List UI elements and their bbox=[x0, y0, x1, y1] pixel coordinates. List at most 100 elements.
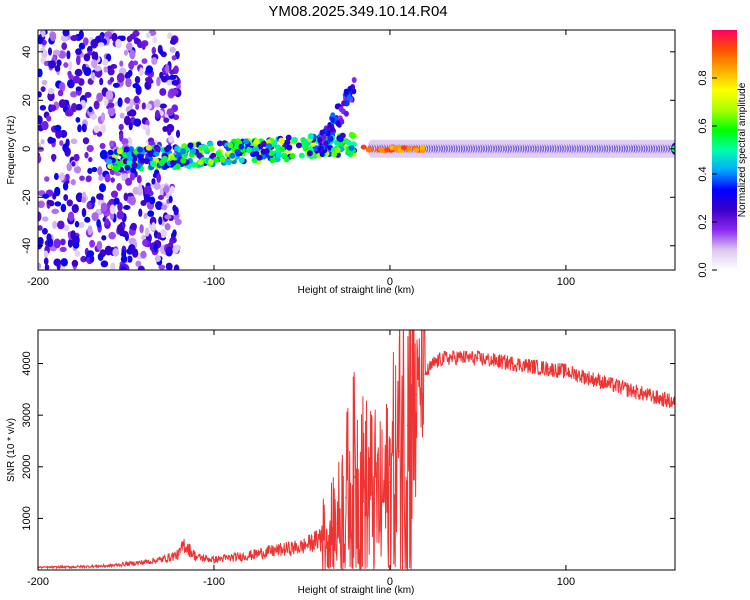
heatmap-cell bbox=[190, 148, 197, 155]
heatmap-cell bbox=[289, 153, 296, 159]
heatmap-cell bbox=[143, 193, 151, 203]
heatmap-cell bbox=[60, 238, 66, 246]
heatmap-cell bbox=[78, 30, 84, 40]
heatmap-cell bbox=[253, 138, 260, 145]
heatmap-cell bbox=[112, 248, 120, 257]
figure-title: YM08.2025.349.10.14.R04 bbox=[268, 3, 447, 20]
heatmap-cell bbox=[173, 264, 180, 270]
heatmap-cell bbox=[104, 173, 111, 183]
heatmap-cell bbox=[168, 195, 173, 203]
heatmap-cell bbox=[129, 33, 136, 40]
heatmap-cell bbox=[78, 222, 85, 229]
heatmap-cell bbox=[39, 104, 47, 111]
snr-point bbox=[183, 543, 185, 545]
heatmap-cell bbox=[88, 157, 93, 163]
heatmap-cell bbox=[275, 152, 282, 159]
heatmap-cell bbox=[172, 204, 177, 212]
heatmap-cell bbox=[159, 88, 167, 96]
heatmap-cell bbox=[81, 123, 87, 133]
heatmap-cell bbox=[70, 102, 78, 113]
heatmap-cell bbox=[347, 85, 353, 92]
heatmap-cell bbox=[145, 32, 151, 39]
heatmap-cell bbox=[384, 147, 391, 153]
heatmap-cell bbox=[49, 31, 57, 42]
colorbar: 0.0 0.2 0.4 0.6 0.8 Normalized spectral ampl… bbox=[697, 30, 748, 278]
heatmap-cell bbox=[180, 157, 187, 164]
heatmap-cell bbox=[153, 100, 161, 108]
heatmap-cell bbox=[169, 155, 176, 162]
heatmap-cell bbox=[168, 74, 177, 80]
heatmap-cell bbox=[317, 146, 323, 153]
heatmap-cell bbox=[238, 143, 245, 150]
heatmap-cell bbox=[44, 264, 50, 270]
heatmap-cell bbox=[46, 199, 54, 206]
heatmap-cell bbox=[151, 221, 156, 231]
heatmap-cell bbox=[161, 155, 168, 162]
heatmap-cell bbox=[128, 244, 136, 253]
heatmap-cell bbox=[119, 60, 124, 67]
snr-y-tick-label: 4000 bbox=[21, 351, 33, 375]
snr-x-tick-label: 100 bbox=[557, 576, 575, 588]
heatmap-cell bbox=[126, 110, 134, 117]
heatmap-cell bbox=[147, 78, 154, 85]
heatmap-cell bbox=[103, 66, 108, 73]
heatmap-cell bbox=[201, 144, 208, 151]
heatmap-cell bbox=[161, 204, 168, 211]
snr-point bbox=[160, 558, 162, 561]
heatmap-cell bbox=[67, 70, 72, 77]
heatmap-cell bbox=[319, 129, 325, 136]
heatmap-cell bbox=[345, 139, 352, 146]
heatmap-cell bbox=[81, 196, 87, 203]
heatmap-cell bbox=[159, 229, 167, 239]
snr-panel: -200 -100 0 100 1000 2000 3000 4000 Height of … bbox=[6, 329, 676, 596]
heatmap-cell bbox=[59, 172, 65, 181]
heatmap-cell bbox=[86, 202, 93, 210]
heatmap-cell bbox=[142, 239, 149, 247]
heatmap-cell bbox=[167, 127, 172, 136]
snr-point bbox=[406, 424, 409, 427]
heatmap-cell bbox=[96, 92, 104, 103]
heatmap-cell bbox=[137, 146, 144, 153]
heatmap-cell bbox=[141, 124, 149, 130]
heatmap-cell bbox=[75, 117, 81, 123]
heatmap-cell bbox=[330, 117, 336, 123]
heatmap-cell bbox=[413, 147, 420, 153]
heatmap-cell bbox=[62, 143, 69, 153]
heatmap-cell bbox=[43, 257, 49, 266]
snr-point bbox=[547, 367, 550, 370]
heatmap-cell bbox=[110, 63, 118, 70]
heatmap-cell bbox=[125, 42, 133, 51]
heatmap-cell bbox=[53, 172, 59, 181]
heatmap-cell bbox=[109, 140, 114, 148]
heatmap-cell bbox=[196, 152, 203, 159]
heatmap-cell bbox=[159, 71, 164, 79]
snr-point bbox=[617, 386, 620, 388]
heatmap-cell bbox=[243, 138, 250, 145]
heatmap-cell bbox=[104, 245, 113, 256]
heatmap-cell bbox=[104, 218, 110, 227]
snr-point bbox=[433, 362, 435, 365]
heatmap-cell bbox=[155, 200, 163, 211]
heatmap-cell bbox=[169, 46, 176, 53]
snr-point bbox=[397, 450, 400, 453]
heatmap-cell bbox=[143, 158, 150, 165]
heatmap-cell bbox=[323, 140, 329, 147]
colorbar-tick-label: 0.8 bbox=[697, 70, 709, 85]
heatmap-cell bbox=[136, 174, 142, 184]
heatmap-cell bbox=[107, 68, 115, 76]
heatmap-cell bbox=[207, 158, 214, 165]
heatmap-cell bbox=[213, 156, 219, 163]
snr-point bbox=[653, 396, 655, 398]
heatmap-cell bbox=[38, 68, 43, 78]
heatmap-cell bbox=[141, 58, 148, 64]
heatmap-cell bbox=[327, 135, 333, 141]
heatmap-cell bbox=[105, 90, 114, 101]
heatmap-cell bbox=[139, 224, 144, 234]
heatmap-cell bbox=[107, 106, 116, 117]
heatmap-cell bbox=[284, 139, 291, 146]
heatmap-cell bbox=[245, 147, 252, 154]
heatmap-cell bbox=[115, 38, 122, 49]
snr-point bbox=[362, 486, 365, 489]
heatmap-cell bbox=[77, 124, 82, 133]
heatmap-cell bbox=[124, 71, 131, 80]
